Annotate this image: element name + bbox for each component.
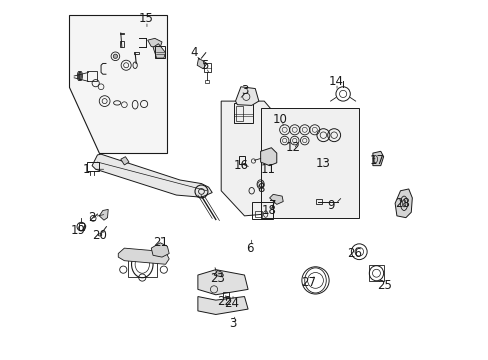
Bar <box>254 211 261 217</box>
Polygon shape <box>153 44 165 58</box>
Polygon shape <box>198 270 247 295</box>
Polygon shape <box>151 243 169 257</box>
Polygon shape <box>99 210 108 220</box>
Bar <box>120 33 124 35</box>
Text: 3: 3 <box>228 317 236 330</box>
Bar <box>133 52 139 54</box>
Text: 27: 27 <box>301 276 316 289</box>
Polygon shape <box>269 194 283 204</box>
Polygon shape <box>69 15 167 153</box>
Bar <box>223 292 229 297</box>
Polygon shape <box>235 87 258 105</box>
Bar <box>235 107 242 121</box>
Text: 17: 17 <box>369 154 384 167</box>
Text: 10: 10 <box>272 113 287 126</box>
Text: 20: 20 <box>92 229 106 242</box>
Bar <box>251 202 273 220</box>
Text: 13: 13 <box>315 157 330 170</box>
Text: 19: 19 <box>70 224 85 237</box>
Text: 23: 23 <box>210 272 224 285</box>
Text: 18: 18 <box>262 204 277 217</box>
Text: 2: 2 <box>88 211 96 224</box>
Polygon shape <box>118 248 169 264</box>
Text: 28: 28 <box>394 197 409 210</box>
Text: 1: 1 <box>83 163 90 176</box>
Bar <box>204 63 210 72</box>
Polygon shape <box>198 297 247 315</box>
Bar <box>79 223 83 230</box>
Polygon shape <box>147 39 162 47</box>
Text: 21: 21 <box>152 236 167 249</box>
Bar <box>120 41 124 47</box>
Bar <box>86 71 97 81</box>
Bar <box>86 162 99 171</box>
Polygon shape <box>260 108 359 218</box>
Text: 24: 24 <box>224 297 239 310</box>
Text: 7: 7 <box>269 199 276 212</box>
Text: 16: 16 <box>233 159 248 172</box>
Polygon shape <box>394 189 411 218</box>
Text: 6: 6 <box>245 242 253 255</box>
Text: 15: 15 <box>138 12 153 25</box>
Polygon shape <box>121 157 129 165</box>
Polygon shape <box>260 148 276 166</box>
Polygon shape <box>214 270 222 277</box>
Circle shape <box>113 54 117 58</box>
Text: 8: 8 <box>256 183 264 195</box>
Text: 22: 22 <box>217 296 232 309</box>
Bar <box>239 156 244 164</box>
Polygon shape <box>92 154 212 197</box>
Text: 12: 12 <box>285 141 300 154</box>
Bar <box>368 265 383 281</box>
Text: 25: 25 <box>376 279 391 292</box>
Text: 11: 11 <box>260 163 275 176</box>
Text: 3: 3 <box>240 84 248 97</box>
Polygon shape <box>197 58 206 69</box>
Text: 5: 5 <box>201 59 208 72</box>
Polygon shape <box>221 101 285 216</box>
Bar <box>128 252 157 277</box>
Polygon shape <box>372 151 383 166</box>
Text: 9: 9 <box>326 199 334 212</box>
Text: 14: 14 <box>328 75 343 88</box>
Bar <box>155 45 164 58</box>
Bar <box>204 80 208 83</box>
Text: 26: 26 <box>347 247 362 260</box>
Bar <box>233 103 253 123</box>
Text: 4: 4 <box>190 46 198 59</box>
Bar <box>316 199 321 204</box>
